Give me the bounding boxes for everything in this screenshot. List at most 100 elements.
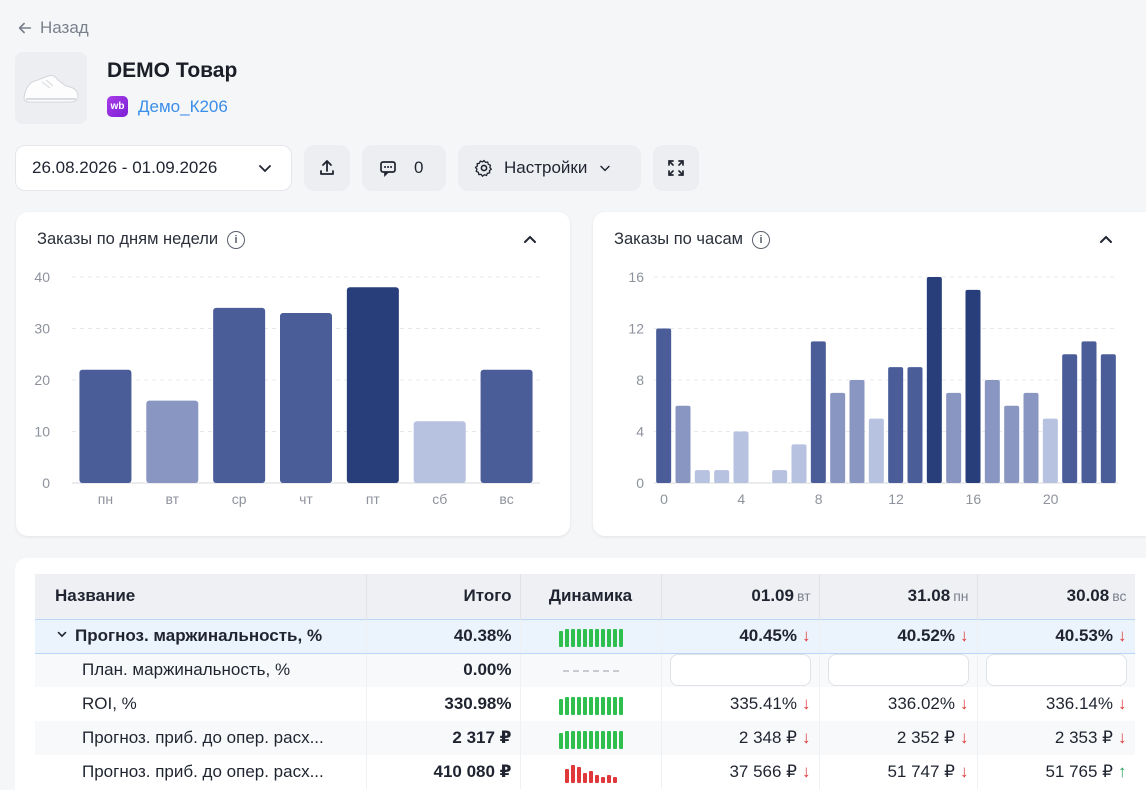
sparkline-bar [564, 731, 569, 749]
expand-icon [668, 160, 684, 176]
row-sparkline [520, 687, 662, 721]
sparkline-bar [558, 631, 563, 647]
sparkline-bar [612, 629, 617, 647]
sparkline-bar [594, 775, 599, 783]
row-day-value[interactable] [977, 653, 1135, 687]
row-day-value: 40.53% ↓ [977, 618, 1135, 654]
plan-input[interactable] [985, 654, 1127, 687]
comment-icon [380, 161, 396, 178]
comments-button[interactable]: 0 [362, 145, 446, 191]
chevron-down-icon [259, 165, 271, 173]
sparkline-bar [600, 697, 605, 715]
sparkline-bar [588, 629, 593, 647]
plan-input[interactable] [669, 654, 811, 687]
bar [213, 307, 266, 483]
x-tick-label: 0 [660, 491, 668, 507]
bar [907, 367, 923, 483]
bar [1062, 354, 1078, 483]
row-day-value: 2 352 ₽ ↓ [819, 721, 978, 755]
chevron-up-icon[interactable] [1096, 230, 1116, 250]
chevron-up-icon[interactable] [520, 230, 540, 250]
x-tick-label: 4 [737, 491, 745, 507]
bar [346, 287, 399, 483]
table-row[interactable]: Прогноз. приб. до опер. расх... 2 317 ₽ 2 … [35, 721, 1135, 755]
weekday-orders-chart: 0 10 20 30 40 пн вт ср чт пт сб вс [34, 269, 540, 507]
row-name: Прогноз. приб. до опер. расх... [35, 755, 367, 789]
bar [280, 313, 332, 483]
comments-count: 0 [414, 158, 424, 177]
shop-link[interactable]: Демо_К206 [138, 96, 228, 116]
back-link[interactable]: Назад [16, 18, 89, 38]
arrow-down-icon: ↓ [802, 694, 811, 713]
row-day-value[interactable] [661, 653, 820, 687]
table-row[interactable]: ROI, % 330.98% 335.41% ↓ 336.02% ↓ 336.14% ↓ [35, 687, 1135, 721]
row-sparkline [520, 618, 662, 654]
row-day-value: 2 348 ₽ ↓ [661, 721, 820, 755]
sparkline-bar [594, 697, 599, 715]
bar [656, 328, 672, 483]
y-tick-label: 20 [34, 372, 50, 388]
bar [849, 380, 865, 483]
arrow-down-icon: ↓ [1118, 694, 1127, 713]
x-tick-label: чт [299, 491, 313, 507]
row-total: 410 080 ₽ [366, 755, 521, 789]
bar [791, 444, 807, 483]
row-sparkline [520, 721, 662, 755]
sparkline-bar [564, 629, 569, 647]
arrow-left-icon [18, 22, 32, 34]
fullscreen-button[interactable] [653, 145, 699, 191]
sparkline-bar [582, 697, 587, 715]
y-tick-label: 10 [34, 424, 50, 440]
chevron-down-icon[interactable] [55, 626, 69, 646]
row-day-value: 2 353 ₽ ↓ [977, 721, 1135, 755]
sparkline [558, 625, 623, 647]
plan-input[interactable] [827, 654, 969, 687]
sparkline-bar [600, 731, 605, 749]
sparkline-bar [564, 769, 569, 783]
table-row[interactable]: План. маржинальность, % 0.00% [35, 653, 1135, 687]
hourly-orders-card: Заказы по часам i 0 4 8 12 16 0 4 8 12 16 20 [593, 212, 1146, 536]
header-dynamics: Динамика [520, 574, 662, 619]
upload-icon [320, 160, 334, 175]
sparkline-bar [570, 629, 575, 647]
bar [146, 400, 199, 483]
arrow-down-icon: ↓ [802, 626, 811, 645]
table-row[interactable]: Прогноз. маржинальность, % 40.38% 40.45% ↓ 4… [35, 618, 1135, 654]
sparkline-bar [570, 697, 575, 715]
header-day[interactable]: 31.08 пн [819, 574, 978, 619]
arrow-down-icon: ↓ [1118, 728, 1127, 747]
bar [868, 418, 884, 483]
info-icon[interactable]: i [227, 230, 246, 249]
header-name[interactable]: Название [35, 574, 367, 619]
arrow-down-icon: ↓ [802, 762, 811, 781]
x-tick-label: пт [366, 491, 381, 507]
x-tick-label: вт [166, 491, 180, 507]
info-icon[interactable]: i [751, 230, 770, 249]
y-tick-label: 12 [628, 321, 644, 337]
sparkline-bar [612, 731, 617, 749]
bar [1081, 341, 1097, 483]
bar [965, 289, 981, 483]
row-day-value[interactable] [819, 653, 978, 687]
bar [694, 470, 710, 483]
row-sparkline [520, 653, 662, 687]
sparkline-bar [588, 771, 593, 783]
settings-button[interactable]: Настройки [458, 145, 641, 191]
sparkline-bar [618, 731, 623, 749]
arrow-down-icon: ↓ [802, 728, 811, 747]
sparkline-bar [576, 697, 581, 715]
arrow-up-icon: ↑ [1118, 762, 1127, 781]
sparkline-bar [594, 731, 599, 749]
header-total[interactable]: Итого [366, 574, 521, 619]
sparkline-bar [606, 629, 611, 647]
header-day[interactable]: 30.08 вс [977, 574, 1135, 619]
chevron-down-icon [600, 165, 611, 172]
arrow-down-icon: ↓ [960, 694, 969, 713]
sparkline-bar [618, 629, 623, 647]
header-day[interactable]: 01.09 вт [661, 574, 820, 619]
x-tick-label: сб [432, 491, 447, 507]
table-row[interactable]: Прогноз. приб. до опер. расх... 410 080 ₽… [35, 755, 1135, 789]
date-range-picker[interactable]: 26.08.2026 - 01.09.2026 [15, 145, 292, 191]
export-button[interactable] [304, 145, 350, 191]
sparkline-bar [558, 733, 563, 749]
